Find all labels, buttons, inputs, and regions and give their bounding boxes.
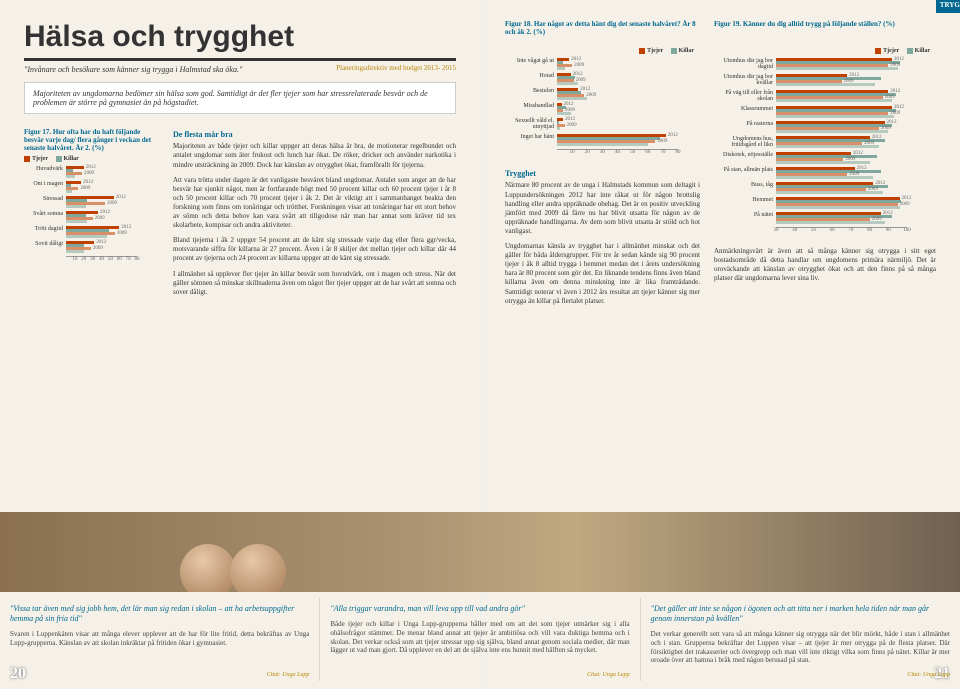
legend-killar-3: Killar	[915, 48, 930, 54]
h-deflesta: De flesta mår bra	[173, 130, 456, 140]
p-l3: Bland tjejerna i åk 2 uppger 54 procent …	[173, 236, 456, 263]
photo-strip	[0, 512, 960, 592]
chart-row: På väg till eller från skolan20122009	[714, 90, 936, 103]
chart-row: Sovit dåligt20122009	[24, 241, 159, 253]
chart-row: Svårt somna20122009	[24, 211, 159, 223]
chart-row: På stan, allmän plats20122009	[714, 167, 936, 179]
quote-answer: Både tjejer och killar i Unga Lupp-grupp…	[330, 620, 629, 655]
quote-text: "Alla triggar varandra, man vill leva up…	[330, 604, 629, 614]
chart-row: Utomhus där jag bor kvällar20122009	[714, 74, 936, 87]
chart-row: Inte vågat gå ut20122009	[505, 58, 700, 70]
chart-row: Ont i magen20122009	[24, 181, 159, 193]
lower-section: "Vissa tar även med sig jobb hem, det lä…	[0, 492, 960, 681]
legend-17: Tjejer Killar	[24, 156, 159, 164]
chart-row: Klassrummet20122009	[714, 106, 936, 118]
title-bar: Hälsa och trygghet	[24, 20, 456, 61]
p-r3: Anmärkningsvärt är även att så många kän…	[714, 247, 936, 283]
quote-answer: Svaren i Luppenkäten visar att många ele…	[10, 630, 309, 648]
legend-tjejer-2: Tjejer	[647, 48, 663, 54]
quote-block: "Alla triggar varandra, man vill leva up…	[319, 598, 639, 681]
chart-row: Misshandlad20122009	[505, 103, 700, 115]
legend-killar: Killar	[64, 156, 79, 162]
body-left: De flesta mår bra Majoriteten av både tj…	[173, 128, 456, 303]
fig17-title: Figur 17. Hur ofta har du haft följande …	[24, 128, 159, 152]
chart-18: Inte vågat gå ut20122009 Hotad20122009 Bes…	[505, 58, 700, 159]
p-l2: Att vara trötta under dagen är det vanli…	[173, 176, 456, 231]
chart-19: Utomhus där jag bor dagtid20122009 Utomhu…	[714, 58, 936, 237]
chart-row: Ungdomens hus, fritidsgård el likn201220…	[714, 136, 936, 149]
chart-row: Utomhus där jag bor dagtid20122009	[714, 58, 936, 71]
chart-row: Sexuellt våld el. utnyttjad20122009	[505, 118, 700, 131]
fig18-title: Figur 18. Har något av detta hänt dig de…	[505, 20, 700, 36]
chart-row: På nätet20122009	[714, 212, 936, 224]
chart-row: Hemmet20122009	[714, 197, 936, 209]
chart-row: På rasterna20122009	[714, 121, 936, 133]
p-l4: I allmänhet så upplever fler tjejer än k…	[173, 270, 456, 297]
quote-source: Citat: Unga Lupp	[267, 672, 310, 680]
quote-answer: Det verkar generellt sett vara så att må…	[651, 630, 950, 665]
legend-18: Tjejer Killar	[505, 48, 700, 56]
p-l1: Majoriteten av både tjejer och killar up…	[173, 142, 456, 169]
legend-killar-2: Killar	[679, 48, 694, 54]
chart-row: Bestulen20122009	[505, 88, 700, 100]
quote-row: "Vissa tar även med sig jobb hem, det lä…	[0, 598, 960, 681]
chart-row: Diskotek, nöjesställe20122009	[714, 152, 936, 164]
p-r1: Närmare 80 procent av de unga i Halmstad…	[505, 181, 700, 236]
chart-row: Trött dagtid20122009	[24, 226, 159, 238]
quote-text: "Det gäller att inte se någon i ögonen o…	[651, 604, 950, 624]
chart-row: Huvudvärk20122009	[24, 166, 159, 178]
quote-source: Citat: Unga Lupp	[907, 672, 950, 680]
chart-row: Stressad20122009	[24, 196, 159, 208]
quote-block: "Det gäller att inte se någon i ögonen o…	[640, 598, 960, 681]
body-right-b: Anmärkningsvärt är även att så många kän…	[714, 247, 936, 283]
quote-text: "Vissa tar även med sig jobb hem, det lä…	[10, 604, 309, 624]
chart-row: Hotad20122009	[505, 73, 700, 85]
h-trygghet: Trygghet	[505, 169, 700, 179]
quote-block: "Vissa tar även med sig jobb hem, det lä…	[0, 598, 319, 681]
chart-row: Buss, tåg20122009	[714, 182, 936, 194]
chart-17: Huvudvärk20122009 Ont i magen20122009 Stre…	[24, 166, 159, 266]
page-title: Hälsa och trygghet	[24, 20, 456, 54]
legend-tjejer-3: Tjejer	[883, 48, 899, 54]
p-r2: Ungdomarnas känsla av trygghet har i all…	[505, 242, 700, 306]
intro-box: Majoriteten av ungdomarna bedömer sin hä…	[24, 82, 456, 114]
legend-19: Tjejer Killar	[714, 48, 936, 56]
fig19-title: Figur 19. Känner du dig alltid trygg på …	[714, 20, 909, 28]
side-tag: HÄLSATRYGGHET	[936, 0, 960, 13]
chart-row: Inget har hänt20122009	[505, 134, 700, 146]
legend-tjejer: Tjejer	[32, 156, 48, 162]
body-right-a: Trygghet Närmare 80 procent av de unga i…	[505, 169, 700, 306]
quote-source: Citat: Unga Lupp	[587, 672, 630, 680]
